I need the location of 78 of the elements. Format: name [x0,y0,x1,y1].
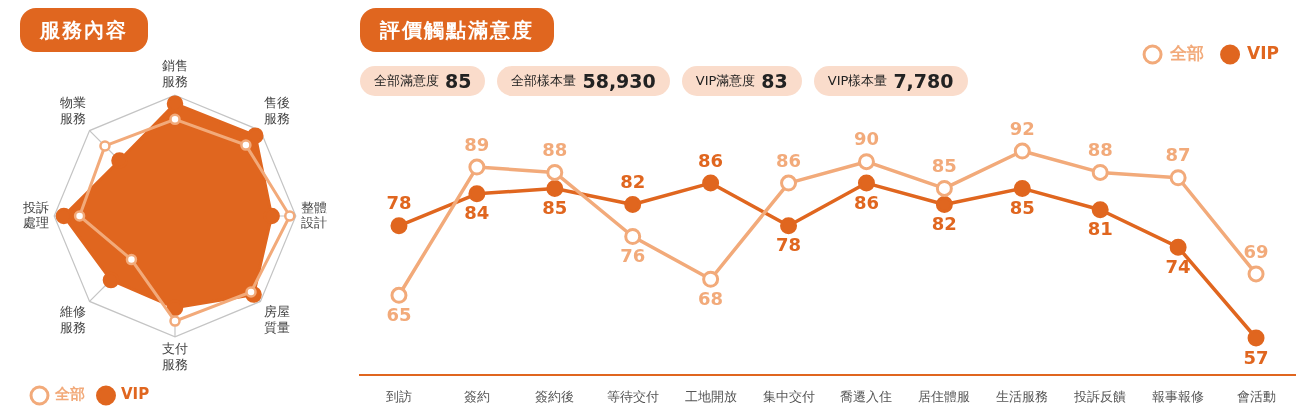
x-tick-label: 簽約後 [535,388,575,404]
spoke-label: 售後服務 [263,95,290,126]
point [702,270,720,288]
data-label: 88 [1087,139,1113,161]
data-label: 69 [1243,240,1269,262]
point [1247,265,1265,283]
data-label: 86 [853,191,879,213]
legend-label: VIP [1247,42,1280,63]
data-label: 78 [386,192,412,214]
text: 全部樣本量 58,930 [511,70,656,92]
text: 全部滿意度 85 [374,70,472,92]
x-tick-label: 生活服務 [996,388,1049,404]
point [780,174,798,192]
spoke-label: 整體設計 [300,199,327,231]
data-label: 85 [931,155,957,177]
data-label: 90 [853,128,879,150]
point [1247,329,1265,347]
data-label: 86 [698,149,724,171]
spoke-label: 房屋質量 [263,304,290,335]
spoke-label: 物業服務 [60,95,87,126]
point [546,179,564,197]
data-label: 87 [1165,144,1191,166]
text: VIP滿意度 83 [695,70,788,92]
point [624,195,642,213]
data-label: 65 [386,303,412,325]
x-tick-label: 等待交付 [606,388,659,404]
chart-title: 服務內容 [20,8,148,52]
data-label: 86 [776,149,802,171]
x-tick-label: 集中交付 [762,388,815,404]
point [468,185,486,203]
point [468,158,486,176]
point [1091,163,1109,181]
data-label: 85 [1009,197,1035,219]
point [390,286,408,304]
point [1091,201,1109,219]
legend-label: VIP [121,385,150,404]
x-tick-label: 會活動 [1236,388,1276,404]
data-label: 82 [931,213,957,235]
legend-label: 全部 [1168,42,1204,63]
point [857,153,875,171]
point [935,195,953,213]
point [935,179,953,197]
spoke-label: 維修服務 [59,304,87,335]
text: VIP樣本量 7,780 [827,70,954,92]
point [857,174,875,192]
point [1013,179,1031,197]
point [390,217,408,235]
point [624,228,642,245]
spoke-label: 銷售服務 [162,58,188,89]
data-label: 84 [464,202,490,224]
point [780,217,798,235]
x-tick-label: 到訪 [385,388,412,404]
spoke-label: 支付服務 [162,340,188,372]
data-label: 88 [542,139,568,161]
x-tick-label: 工地開放 [684,388,737,404]
point [546,163,564,181]
data-label: 92 [1009,117,1035,139]
point [702,174,720,192]
data-label: 89 [464,133,490,155]
data-label: 85 [542,197,568,219]
x-tick-label: 投訴反饋 [1073,388,1127,404]
chart-title: 評價觸點滿意度 [360,8,554,52]
data-label: 82 [620,171,646,193]
data-label: 81 [1087,218,1113,240]
point [1169,169,1187,187]
x-tick-label: 報事報修 [1152,388,1205,404]
data-label: 57 [1243,346,1269,368]
spoke-label: 投訴處理 [22,199,50,231]
data-label: 74 [1165,255,1191,277]
data-label: 76 [620,245,646,267]
legend-label: 全部 [53,385,85,404]
x-tick-label: 簽約 [463,388,490,404]
point [1169,238,1187,256]
x-tick-label: 喬遷入住 [840,388,893,404]
x-tick-label: 居住體服 [918,388,971,404]
data-label: 78 [776,234,802,256]
point [1013,142,1031,160]
data-label: 68 [698,287,724,309]
